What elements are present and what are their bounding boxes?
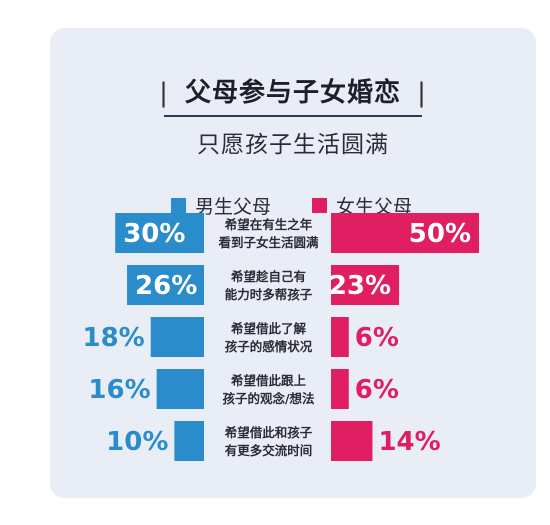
value-label-female-3: 6% <box>355 375 399 405</box>
category-label-2-line-0: 希望借此了解 <box>230 321 307 336</box>
category-label-2-line-1: 孩子的感情状况 <box>225 339 313 354</box>
bar-female-2 <box>331 317 349 357</box>
category-label-1-line-1: 能力时多帮孩子 <box>225 287 313 302</box>
value-label-male-4: 10% <box>106 427 168 457</box>
bar-male-2 <box>150 317 204 357</box>
category-label-3-line-1: 孩子的观念/想法 <box>222 391 315 406</box>
value-label-female-2: 6% <box>355 323 399 353</box>
chart-card: | 父母参与子女婚恋 | 只愿孩子生活圆满 男生父母 女生父母 <box>50 28 536 498</box>
value-label-male-2: 18% <box>82 323 144 353</box>
value-label-female-0: 50% <box>409 219 471 249</box>
bar-male-0 <box>115 213 204 253</box>
category-label-0-line-1: 看到子女生活圆满 <box>218 235 319 250</box>
bar-male-1 <box>127 265 204 305</box>
category-label-4-line-1: 有更多交流时间 <box>225 443 313 458</box>
chart-subtitle: 只愿孩子生活圆满 <box>197 132 389 158</box>
value-label-female-4: 14% <box>378 427 440 457</box>
subtitle-divider <box>164 115 422 117</box>
legend-male: 男生父母 <box>171 192 271 218</box>
bar-female-1 <box>331 265 400 305</box>
legend-label-male: 男生父母 <box>195 195 272 218</box>
value-label-female-1: 23% <box>329 271 391 301</box>
title-separator-right: | <box>417 78 427 108</box>
bar-female-4 <box>331 421 373 461</box>
chart-title: | 父母参与子女婚恋 | <box>50 72 536 109</box>
title-separator-left: | <box>159 78 169 108</box>
category-label-1-line-0: 希望趁自己有 <box>230 269 306 284</box>
category-label-4-line-0: 希望借此和孩子 <box>224 425 313 440</box>
bar-female-3 <box>331 369 349 409</box>
bar-male-4 <box>174 421 204 461</box>
legend-swatch-female <box>312 197 327 213</box>
bar-male-3 <box>156 369 204 409</box>
legend-female: 女生父母 <box>312 192 412 218</box>
legend-swatch-male <box>171 197 186 213</box>
value-label-male-0: 30% <box>123 219 185 249</box>
legend-label-female: 女生父母 <box>336 195 413 218</box>
value-label-male-3: 16% <box>88 375 150 405</box>
value-label-male-1: 26% <box>135 271 197 301</box>
category-label-0-line-0: 希望在有生之年 <box>224 217 313 232</box>
title-text: 父母参与子女婚恋 <box>184 78 401 108</box>
category-label-3-line-0: 希望借此跟上 <box>230 373 307 388</box>
bar-female-0 <box>331 213 479 253</box>
